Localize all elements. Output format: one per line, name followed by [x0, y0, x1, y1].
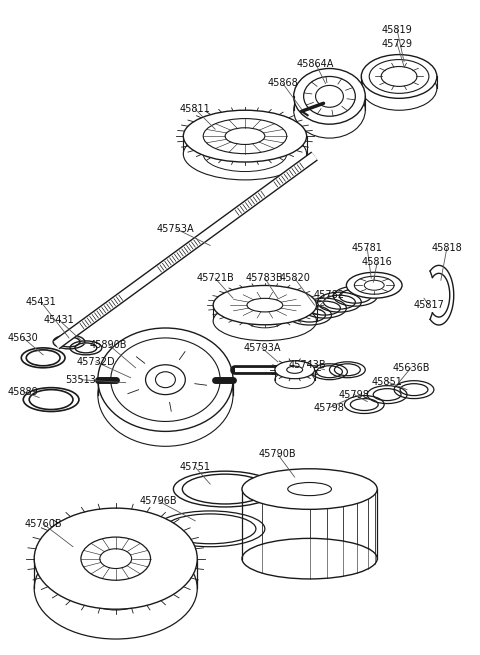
Ellipse shape	[275, 371, 314, 388]
Ellipse shape	[275, 361, 314, 379]
Text: 45820: 45820	[279, 273, 310, 283]
Text: 45816: 45816	[362, 257, 393, 267]
Ellipse shape	[294, 83, 365, 138]
Ellipse shape	[98, 328, 233, 432]
Text: 45732D: 45732D	[76, 357, 115, 367]
Text: 53513: 53513	[65, 375, 96, 384]
Text: 45729: 45729	[382, 39, 413, 48]
Ellipse shape	[183, 110, 307, 162]
Text: 45743B: 45743B	[289, 360, 326, 370]
Text: 45817: 45817	[413, 300, 444, 310]
Text: 45751: 45751	[180, 462, 211, 472]
Text: 45796B: 45796B	[140, 496, 177, 506]
Text: 45760B: 45760B	[24, 519, 62, 529]
Ellipse shape	[242, 538, 377, 579]
Text: 45851: 45851	[372, 377, 403, 386]
Ellipse shape	[361, 67, 437, 110]
Text: 45819: 45819	[382, 25, 412, 35]
Text: 45868: 45868	[267, 79, 298, 88]
Ellipse shape	[242, 469, 377, 510]
Text: 45811: 45811	[180, 104, 211, 114]
Text: 45431: 45431	[44, 315, 74, 325]
Text: 45781: 45781	[352, 244, 383, 253]
Ellipse shape	[213, 286, 316, 325]
Ellipse shape	[294, 69, 365, 124]
Ellipse shape	[34, 508, 197, 609]
Text: 45790B: 45790B	[259, 449, 297, 459]
Text: 45783B: 45783B	[246, 273, 284, 283]
Text: 45721B: 45721B	[196, 273, 234, 283]
Text: 45431: 45431	[26, 297, 57, 307]
Text: 45782: 45782	[314, 290, 345, 300]
Text: 45798: 45798	[314, 403, 345, 413]
Ellipse shape	[213, 301, 316, 341]
Ellipse shape	[361, 54, 437, 98]
Text: 45630: 45630	[8, 333, 38, 343]
Ellipse shape	[347, 272, 402, 298]
Text: 45636B: 45636B	[392, 363, 430, 373]
Text: 45890B: 45890B	[90, 340, 128, 350]
Ellipse shape	[183, 128, 307, 180]
Text: 45818: 45818	[432, 244, 462, 253]
Ellipse shape	[34, 538, 197, 639]
Ellipse shape	[98, 343, 233, 446]
Text: 45798: 45798	[339, 390, 370, 400]
Text: 45889: 45889	[8, 386, 38, 397]
Text: 45753A: 45753A	[156, 223, 194, 234]
Text: 45864A: 45864A	[297, 58, 334, 69]
Text: 45793A: 45793A	[243, 343, 281, 353]
